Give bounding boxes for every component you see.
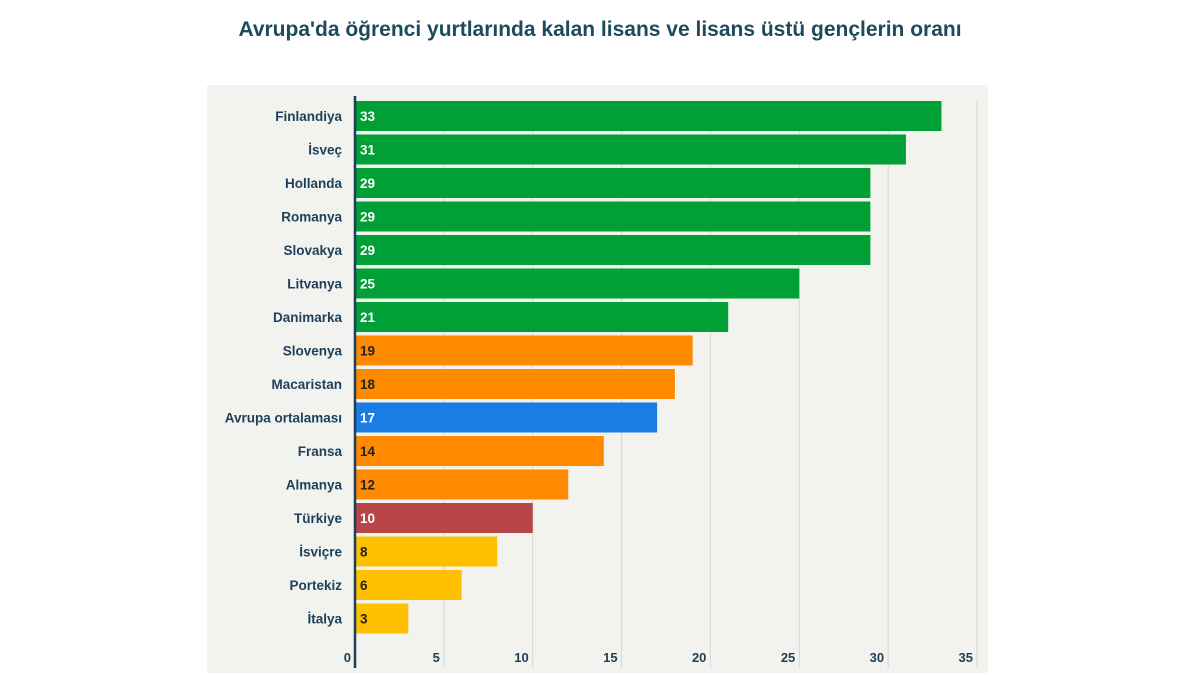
bar <box>355 268 800 299</box>
x-tick-label: 30 <box>870 650 884 665</box>
category-label: Slovenya <box>283 344 343 359</box>
category-label: Danimarka <box>273 310 343 325</box>
category-label: Almanya <box>286 478 343 493</box>
data-label: 12 <box>360 478 375 493</box>
x-tick-label: 5 <box>433 650 440 665</box>
x-tick-label: 20 <box>692 650 706 665</box>
bar <box>355 536 498 567</box>
data-label: 10 <box>360 511 375 526</box>
bar <box>355 369 675 399</box>
x-tick-label: 15 <box>603 650 617 665</box>
bar <box>355 603 409 634</box>
category-label: Portekiz <box>289 578 342 593</box>
chart-title: Avrupa'da öğrenci yurtlarında kalan lisa… <box>238 18 962 41</box>
data-label: 29 <box>360 243 375 258</box>
category-label: Litvanya <box>287 277 342 292</box>
bar <box>355 101 942 131</box>
x-tick-label: 35 <box>959 650 973 665</box>
category-label: İsviçre <box>299 545 342 560</box>
bar <box>355 302 729 332</box>
bar <box>355 168 871 198</box>
data-label: 17 <box>360 411 375 426</box>
bar <box>355 436 604 466</box>
data-label: 21 <box>360 310 376 325</box>
data-label: 18 <box>360 377 376 392</box>
data-label: 3 <box>360 612 368 627</box>
bar <box>355 503 533 533</box>
data-label: 6 <box>360 578 368 593</box>
category-label: Fransa <box>298 444 343 459</box>
data-label: 25 <box>360 277 376 292</box>
x-tick-label: 25 <box>781 650 795 665</box>
category-label: İsveç <box>308 143 342 158</box>
x-tick-label: 10 <box>514 650 528 665</box>
x-tick-label: 0 <box>344 650 351 665</box>
category-label: Hollanda <box>285 176 342 191</box>
data-label: 29 <box>360 176 375 191</box>
data-label: 31 <box>360 143 376 158</box>
category-label: Avrupa ortalaması <box>225 411 342 426</box>
category-label: Türkiye <box>294 511 343 526</box>
category-label: Finlandiya <box>275 109 342 124</box>
category-label: İtalya <box>307 612 342 627</box>
data-label: 14 <box>360 444 376 459</box>
bar <box>355 469 569 500</box>
data-label: 8 <box>360 545 368 560</box>
bar <box>355 402 658 433</box>
category-label: Slovakya <box>283 243 342 258</box>
bar <box>355 570 462 600</box>
category-label: Macaristan <box>271 377 342 392</box>
bar <box>355 235 871 265</box>
bar <box>355 134 906 165</box>
bar <box>355 335 693 366</box>
bar <box>355 201 871 232</box>
category-label: Romanya <box>281 210 342 225</box>
data-label: 19 <box>360 344 375 359</box>
data-label: 33 <box>360 109 376 124</box>
data-label: 29 <box>360 210 375 225</box>
